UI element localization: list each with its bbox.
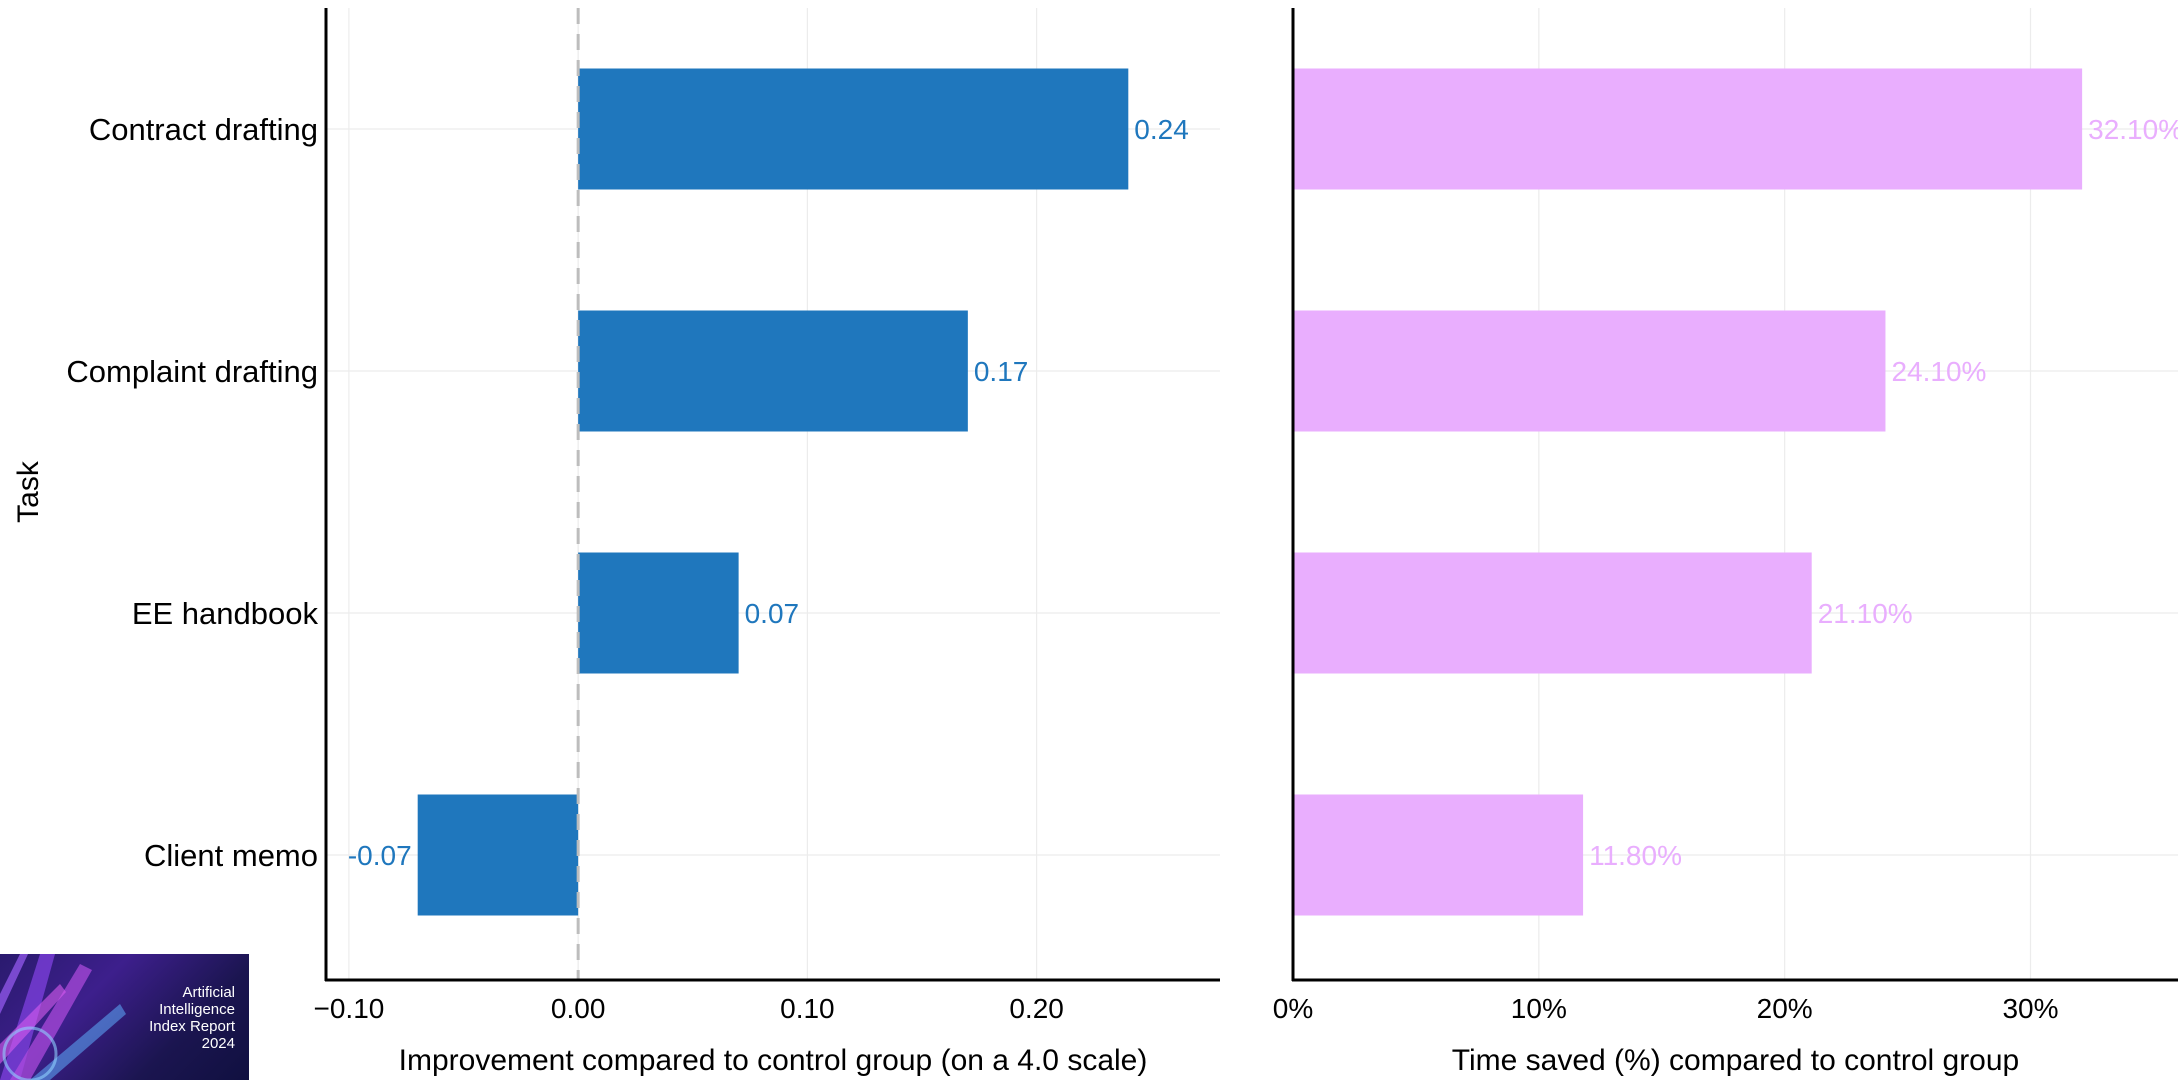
panel2-bar <box>1293 794 1584 916</box>
panel2-data-label: 11.80% <box>1589 840 1682 871</box>
logo-line: Index Report <box>149 1018 235 1035</box>
panel1-data-label: -0.07 <box>348 840 412 871</box>
panel1-data-label: 0.07 <box>745 598 800 629</box>
panel2-bar <box>1293 310 1886 432</box>
y-category-label: Client memo <box>144 838 318 873</box>
logo-line: Intelligence <box>159 1001 235 1018</box>
y-category-label: Complaint drafting <box>66 354 318 389</box>
panel2-data-label: 21.10% <box>1818 598 1913 629</box>
logo-line: Artificial <box>182 984 235 1001</box>
logo-text: Artificial Intelligence Index Report 202… <box>149 984 235 1052</box>
panel1-bar <box>578 310 968 432</box>
panel1-x-tick-label: 0.20 <box>1009 993 1064 1024</box>
y-category-label: EE handbook <box>132 596 319 631</box>
panel1-data-label: 0.24 <box>1134 114 1189 145</box>
y-category-label: Contract drafting <box>89 112 318 147</box>
panel2-x-tick-label: 0% <box>1273 993 1313 1024</box>
panel1-bar <box>578 552 739 674</box>
panel2-bar <box>1293 68 2083 190</box>
panel1-x-tick-label: 0.10 <box>780 993 835 1024</box>
panel1-bar <box>578 68 1129 190</box>
ai-index-logo: Artificial Intelligence Index Report 202… <box>0 954 249 1080</box>
y-axis-title: Task <box>12 460 45 523</box>
logo-graphic <box>0 954 126 1080</box>
panel2-x-axis-title: Time saved (%) compared to control group <box>1452 1044 2019 1077</box>
panel1-data-label: 0.17 <box>974 356 1029 387</box>
panel1-x-axis-title: Improvement compared to control group (o… <box>399 1044 1148 1077</box>
panel1-bar <box>417 794 579 916</box>
logo-line: 2024 <box>201 1035 235 1052</box>
panel2-data-label: 32.10% <box>2088 114 2178 145</box>
panel2-data-label: 24.10% <box>1891 356 1986 387</box>
panel2-bar <box>1293 552 1812 674</box>
panel1-x-tick-label: −0.10 <box>313 993 384 1024</box>
panel2-x-tick-label: 20% <box>1757 993 1813 1024</box>
panel2-x-tick-label: 30% <box>2002 993 2058 1024</box>
panel1-x-tick-label: 0.00 <box>551 993 606 1024</box>
panel2-x-tick-label: 10% <box>1511 993 1567 1024</box>
